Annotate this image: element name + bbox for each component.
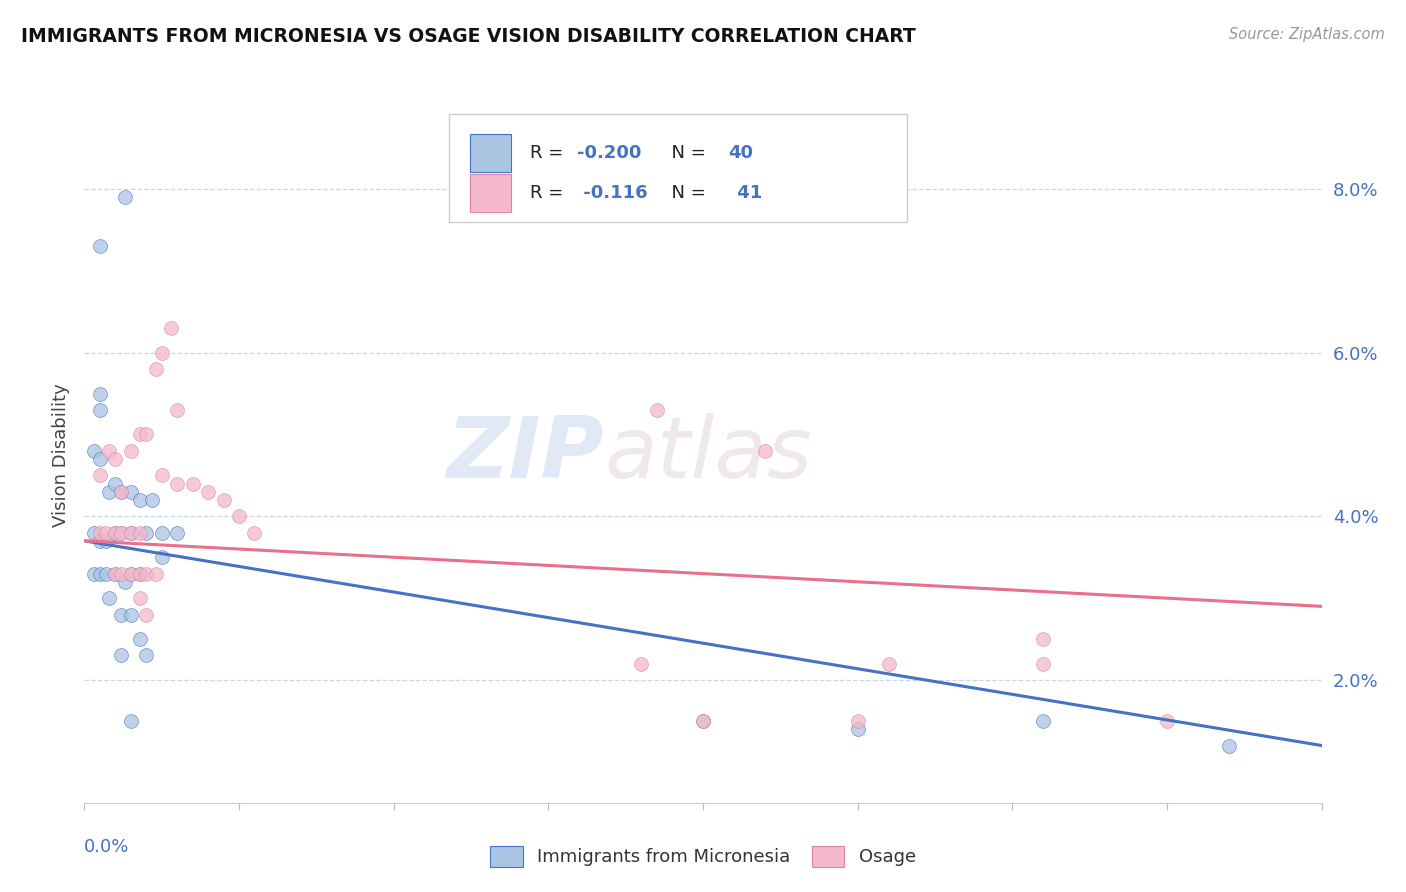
Point	[645, 403, 668, 417]
Point	[89, 533, 111, 548]
Point	[129, 591, 152, 606]
Y-axis label: Vision Disability: Vision Disability	[52, 383, 70, 527]
Point	[94, 525, 117, 540]
Point	[150, 345, 173, 359]
Text: 0.0%: 0.0%	[84, 838, 129, 855]
Point	[877, 657, 900, 671]
Point	[89, 239, 111, 253]
Point	[197, 484, 219, 499]
Point	[135, 648, 157, 663]
Point	[110, 484, 132, 499]
Text: -0.200: -0.200	[576, 144, 641, 161]
Point	[1032, 632, 1054, 646]
Text: ZIP: ZIP	[446, 413, 605, 497]
Point	[692, 714, 714, 728]
Point	[135, 607, 157, 622]
Point	[89, 566, 111, 581]
Point	[846, 722, 869, 736]
Point	[110, 525, 132, 540]
Point	[181, 476, 204, 491]
Point	[160, 321, 183, 335]
Point	[129, 525, 152, 540]
Point	[89, 468, 111, 483]
Point	[630, 657, 652, 671]
Point	[1032, 714, 1054, 728]
Point	[104, 525, 127, 540]
Point	[135, 427, 157, 442]
Point	[98, 484, 121, 499]
Text: R =: R =	[530, 184, 569, 202]
Point	[83, 443, 105, 458]
FancyBboxPatch shape	[450, 114, 907, 222]
Point	[89, 403, 111, 417]
Point	[94, 533, 117, 548]
Point	[89, 452, 111, 467]
Point	[243, 525, 266, 540]
Point	[110, 648, 132, 663]
Point	[110, 566, 132, 581]
Text: 41: 41	[731, 184, 762, 202]
Point	[89, 386, 111, 401]
Point	[120, 525, 142, 540]
Point	[104, 476, 127, 491]
Text: atlas: atlas	[605, 413, 813, 497]
Point	[94, 566, 117, 581]
Point	[120, 484, 142, 499]
Text: -0.116: -0.116	[576, 184, 647, 202]
Point	[129, 492, 152, 507]
Point	[89, 525, 111, 540]
FancyBboxPatch shape	[471, 174, 512, 212]
Point	[83, 566, 105, 581]
Point	[120, 443, 142, 458]
Point	[83, 525, 105, 540]
Point	[135, 525, 157, 540]
Point	[120, 714, 142, 728]
Point	[98, 443, 121, 458]
Point	[150, 525, 173, 540]
Point	[135, 566, 157, 581]
Point	[104, 525, 127, 540]
Text: R =: R =	[530, 144, 569, 161]
Point	[228, 509, 250, 524]
Point	[129, 566, 152, 581]
Point	[110, 525, 132, 540]
Text: N =: N =	[659, 144, 711, 161]
Point	[1218, 739, 1240, 753]
Point	[1032, 657, 1054, 671]
Point	[120, 607, 142, 622]
Point	[1156, 714, 1178, 728]
Point	[104, 566, 127, 581]
Point	[104, 452, 127, 467]
Text: Source: ZipAtlas.com: Source: ZipAtlas.com	[1229, 27, 1385, 42]
Point	[114, 190, 136, 204]
Point	[98, 591, 121, 606]
Text: 40: 40	[728, 144, 752, 161]
Point	[129, 632, 152, 646]
FancyBboxPatch shape	[471, 134, 512, 172]
Point	[120, 566, 142, 581]
Point	[150, 468, 173, 483]
Point	[104, 566, 127, 581]
Point	[114, 574, 136, 589]
Point	[150, 550, 173, 565]
Point	[212, 492, 235, 507]
Legend: Immigrants from Micronesia, Osage: Immigrants from Micronesia, Osage	[482, 838, 924, 874]
Text: N =: N =	[659, 184, 711, 202]
Point	[129, 427, 152, 442]
Point	[166, 525, 188, 540]
Text: IMMIGRANTS FROM MICRONESIA VS OSAGE VISION DISABILITY CORRELATION CHART: IMMIGRANTS FROM MICRONESIA VS OSAGE VISI…	[21, 27, 915, 45]
Point	[166, 476, 188, 491]
Point	[754, 443, 776, 458]
Point	[846, 714, 869, 728]
Point	[110, 484, 132, 499]
Point	[145, 566, 167, 581]
Point	[110, 607, 132, 622]
Point	[141, 492, 163, 507]
Point	[692, 714, 714, 728]
Point	[145, 362, 167, 376]
Point	[166, 403, 188, 417]
Point	[120, 566, 142, 581]
Point	[120, 525, 142, 540]
Point	[129, 566, 152, 581]
